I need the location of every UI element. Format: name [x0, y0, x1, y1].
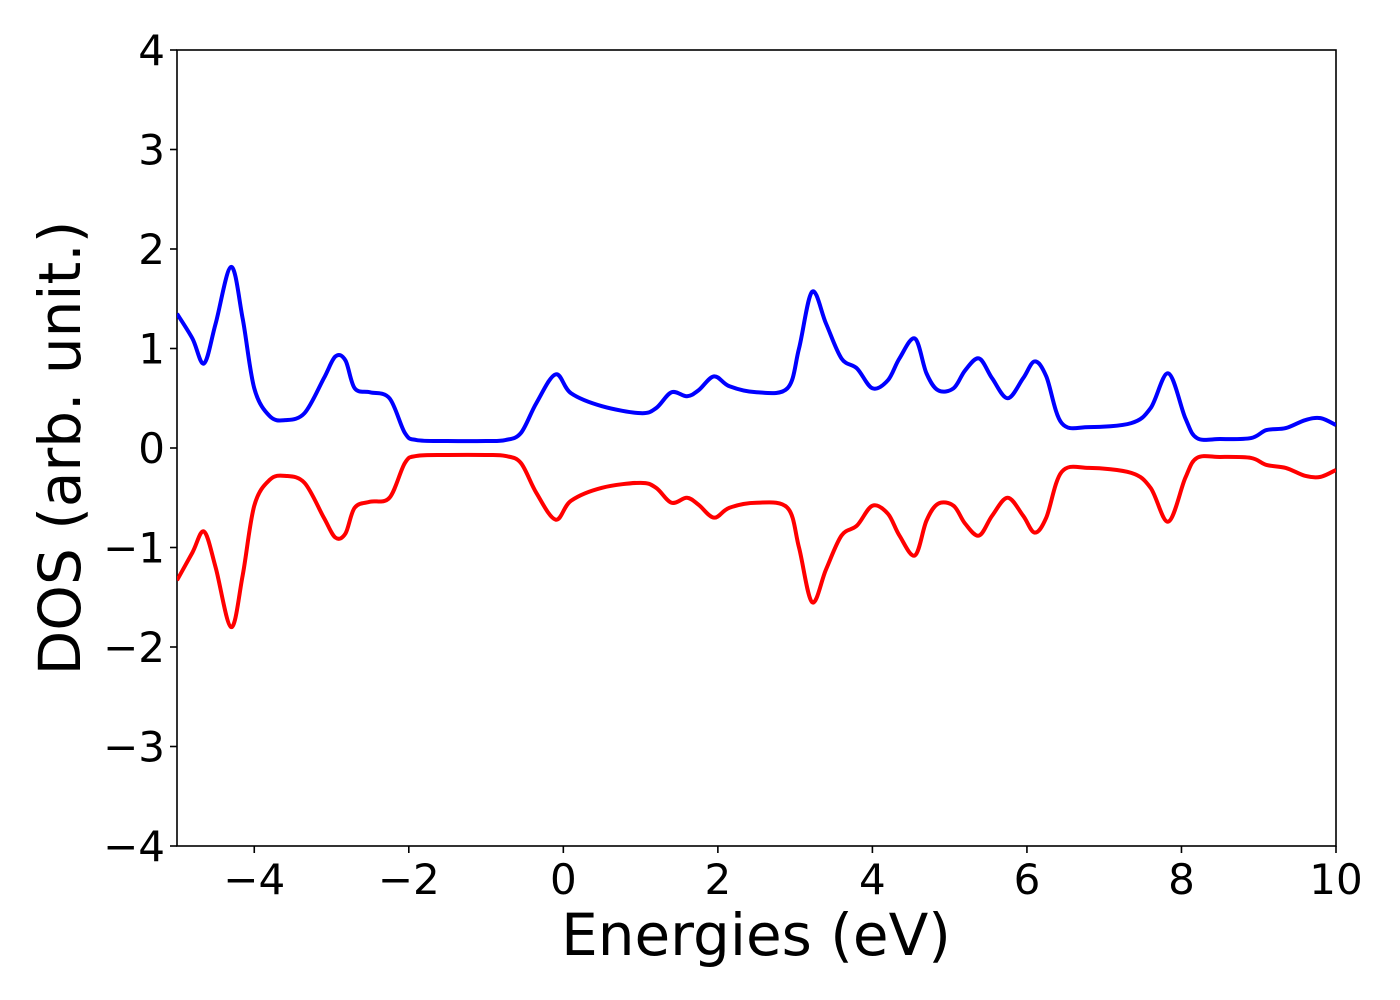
y-axis-label: DOS (arb. unit.): [26, 221, 94, 676]
x-tick-label: −4: [223, 855, 285, 904]
x-axis-ticks: −4 −2 0 2 4 6 8 10: [223, 846, 1363, 904]
x-tick-label: 4: [859, 855, 886, 904]
series-line-0: [177, 264, 1336, 444]
y-tick-label: 2: [138, 225, 165, 274]
x-tick-label: 8: [1168, 855, 1195, 904]
x-tick-label: −2: [378, 855, 440, 904]
x-tick-label: 10: [1309, 855, 1362, 904]
y-tick-label: 0: [138, 424, 165, 473]
plot-area: [176, 49, 1337, 847]
series-line-1: [177, 452, 1336, 630]
y-tick-label: 4: [138, 26, 165, 75]
x-tick-label: 6: [1014, 855, 1041, 904]
x-tick-label: 2: [704, 855, 731, 904]
y-tick-label: −4: [103, 822, 165, 871]
y-tick-label: −1: [103, 524, 165, 573]
y-tick-label: −2: [103, 623, 165, 672]
x-axis-label: Energies (eV): [561, 901, 951, 969]
y-tick-label: 3: [138, 126, 165, 175]
y-tick-label: −3: [103, 723, 165, 772]
x-tick-label: 0: [550, 855, 577, 904]
series-layer: [177, 264, 1336, 630]
y-tick-label: 1: [138, 325, 165, 374]
y-axis-ticks: −4 −3 −2 −1 0 1 2 3 4: [103, 26, 177, 871]
